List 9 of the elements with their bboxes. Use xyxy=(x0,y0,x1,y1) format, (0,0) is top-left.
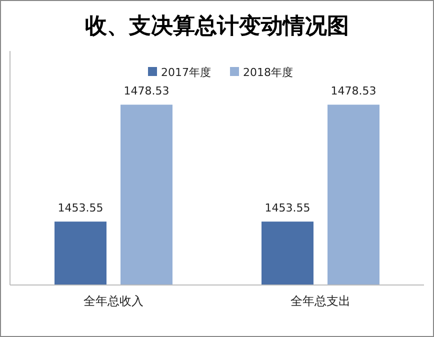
data-label: 1453.55 xyxy=(58,202,104,215)
legend-label: 2018年度 xyxy=(243,66,293,79)
x-tick-label: 全年总收入 xyxy=(84,294,144,308)
chart-title: 收、支决算总计变动情况图 xyxy=(85,13,349,39)
data-label: 1478.53 xyxy=(124,84,170,98)
data-label: 1478.53 xyxy=(330,84,376,98)
data-label: 1453.55 xyxy=(264,202,310,215)
legend-label: 2017年度 xyxy=(161,66,211,79)
x-tick-label: 全年总支出 xyxy=(290,294,350,308)
